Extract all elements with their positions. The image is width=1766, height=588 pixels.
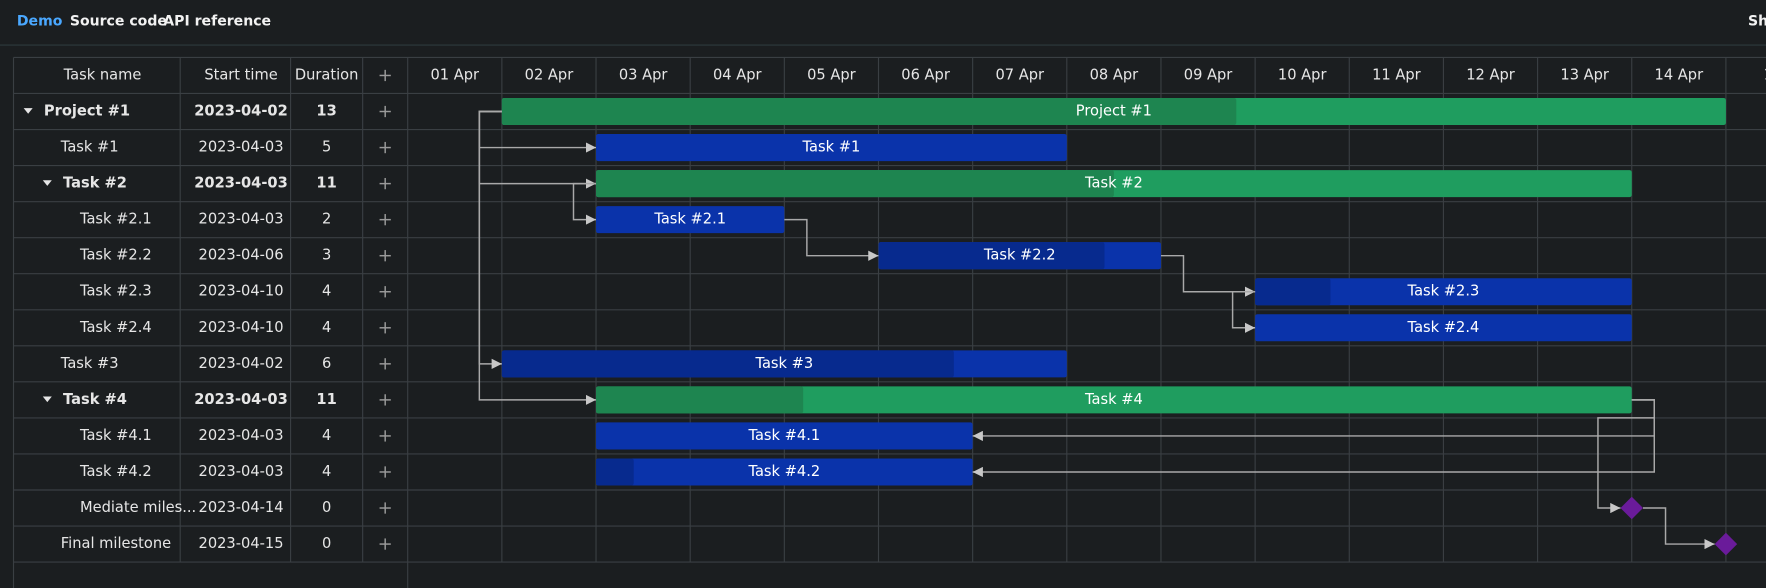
scale-label: 02 Apr xyxy=(525,66,575,83)
scale-label: 08 Apr xyxy=(1090,66,1140,83)
task-bar[interactable] xyxy=(596,386,1632,414)
bar-label: Task #4.2 xyxy=(747,463,820,480)
task-name[interactable]: Task #3 xyxy=(60,355,119,372)
milestone[interactable] xyxy=(1620,496,1644,520)
task-progress xyxy=(596,170,1114,198)
bar-label: Task #2.3 xyxy=(1407,283,1480,300)
bar-label: Project #1 xyxy=(1076,103,1152,120)
nav-link[interactable]: API reference xyxy=(163,13,271,29)
task-duration: 11 xyxy=(316,391,336,408)
column-header: Task name xyxy=(63,66,142,83)
task-start: 2023-04-03 xyxy=(194,391,288,408)
dependency-link xyxy=(1231,291,1256,333)
column-header: Duration xyxy=(295,66,359,83)
scale-label: 09 Apr xyxy=(1184,66,1234,83)
task-start: 2023-04-02 xyxy=(199,355,284,372)
task-bar[interactable] xyxy=(596,458,973,486)
scale-label: 06 Apr xyxy=(901,66,951,83)
scale-label: 12 Apr xyxy=(1466,66,1516,83)
task-duration: 11 xyxy=(316,175,336,192)
task-start: 2023-04-10 xyxy=(199,319,284,336)
dependency-link xyxy=(1643,507,1715,550)
scale-label: 14 Apr xyxy=(1655,66,1705,83)
task-progress xyxy=(596,386,804,414)
task-name[interactable]: Task #4 xyxy=(63,391,127,408)
bar-label: Task #4.1 xyxy=(747,427,820,444)
task-progress xyxy=(1255,278,1331,306)
task-progress xyxy=(878,242,1105,270)
expand-toggle[interactable] xyxy=(42,180,52,186)
bar-label: Task #2 xyxy=(1084,175,1143,192)
task-bar[interactable] xyxy=(1255,278,1632,306)
task-name[interactable]: Task #2.2 xyxy=(79,247,152,264)
task-bar[interactable] xyxy=(596,422,973,450)
task-start: 2023-04-14 xyxy=(199,499,284,516)
task-start: 2023-04-10 xyxy=(199,283,284,300)
task-bar[interactable] xyxy=(596,206,785,234)
task-start: 2023-04-15 xyxy=(199,535,284,552)
scale-label: 07 Apr xyxy=(995,66,1045,83)
task-duration: 5 xyxy=(322,139,331,156)
task-duration: 6 xyxy=(322,355,331,372)
scale-label: 05 Apr xyxy=(807,66,857,83)
task-name[interactable]: Task #4.2 xyxy=(79,463,152,480)
nav-link[interactable]: Sh xyxy=(1748,13,1766,29)
task-name[interactable]: Task #4.1 xyxy=(79,427,152,444)
bar-label: Task #1 xyxy=(802,139,861,156)
task-duration: 4 xyxy=(322,463,331,480)
bar-label: Task #3 xyxy=(754,355,813,372)
scale-label: 10 Apr xyxy=(1278,66,1328,83)
nav-link[interactable]: Source code xyxy=(70,13,167,29)
bar-label: Task #2.4 xyxy=(1407,319,1480,336)
scale-label: 01 Apr xyxy=(431,66,481,83)
dependency-link xyxy=(478,110,597,406)
bar-label: Task #2.1 xyxy=(653,211,726,228)
task-name[interactable]: Task #2.4 xyxy=(79,319,152,336)
scale-label: 15 xyxy=(1764,66,1766,83)
task-name[interactable]: Mediate miles... xyxy=(80,499,196,516)
task-start: 2023-04-03 xyxy=(194,175,288,192)
task-progress xyxy=(596,458,634,486)
task-duration: 4 xyxy=(322,283,331,300)
scale-label: 11 Apr xyxy=(1372,66,1422,83)
column-header: Start time xyxy=(204,66,277,83)
task-duration: 0 xyxy=(322,499,331,516)
expand-toggle[interactable] xyxy=(42,396,52,403)
bar-label: Task #4 xyxy=(1084,391,1143,408)
task-name[interactable]: Project #1 xyxy=(44,103,130,120)
task-name[interactable]: Task #1 xyxy=(60,139,119,156)
task-start: 2023-04-03 xyxy=(199,427,284,444)
dependency-link xyxy=(572,182,597,225)
task-bar[interactable] xyxy=(1255,314,1632,342)
task-name[interactable]: Task #2.1 xyxy=(79,211,152,228)
task-name[interactable]: Task #2 xyxy=(63,175,127,192)
expand-toggle[interactable] xyxy=(23,108,33,114)
task-progress xyxy=(501,350,954,378)
task-start: 2023-04-03 xyxy=(199,211,284,228)
dependency-link xyxy=(1160,254,1256,297)
task-duration: 0 xyxy=(322,535,331,552)
task-start: 2023-04-06 xyxy=(199,247,284,264)
task-duration: 2 xyxy=(322,211,331,228)
bar-label: Task #2.2 xyxy=(983,247,1056,264)
task-duration: 4 xyxy=(322,319,331,336)
task-start: 2023-04-03 xyxy=(199,139,284,156)
scale-label: 04 Apr xyxy=(713,66,763,83)
dependency-link xyxy=(784,218,879,261)
task-duration: 3 xyxy=(322,247,331,264)
scale-label: 03 Apr xyxy=(619,66,669,83)
task-progress xyxy=(501,98,1237,126)
task-name[interactable]: Task #2.3 xyxy=(79,283,152,300)
task-duration: 4 xyxy=(322,427,331,444)
task-duration: 13 xyxy=(316,103,336,120)
task-start: 2023-04-02 xyxy=(194,103,288,120)
nav-link[interactable]: Demo xyxy=(17,13,63,29)
scale-label: 13 Apr xyxy=(1560,66,1610,83)
task-start: 2023-04-03 xyxy=(199,463,284,480)
task-bar[interactable] xyxy=(596,134,1067,162)
task-name[interactable]: Final milestone xyxy=(61,535,171,552)
dependency-link xyxy=(1597,399,1656,514)
